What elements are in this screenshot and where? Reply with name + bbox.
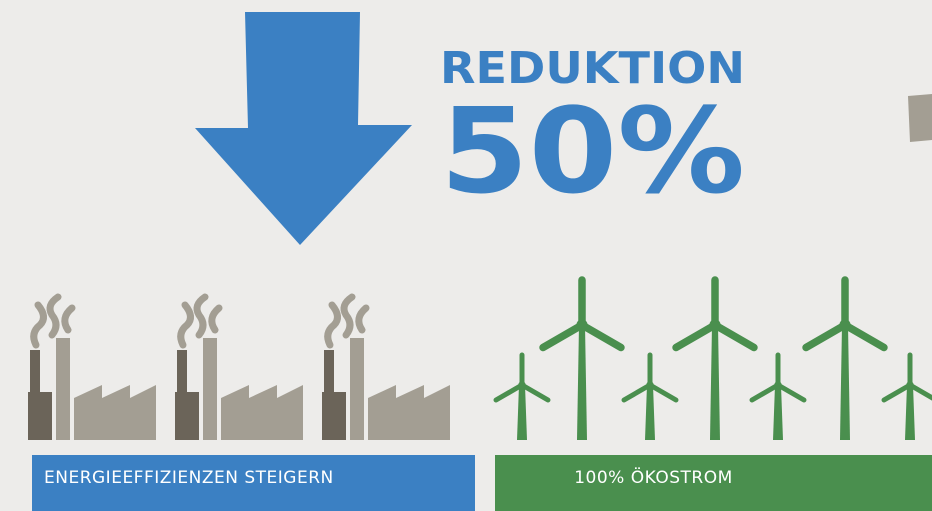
blade	[806, 325, 845, 348]
smoke	[181, 297, 219, 345]
headline-value: 50%	[440, 82, 745, 220]
tower	[517, 385, 527, 440]
blade	[582, 325, 621, 348]
base	[322, 392, 346, 440]
chimney	[177, 350, 187, 395]
factories	[28, 297, 450, 440]
tower	[203, 338, 217, 440]
tower	[773, 385, 783, 440]
smoke	[328, 297, 366, 345]
hub	[906, 381, 914, 389]
blade	[496, 385, 522, 400]
blade	[624, 385, 650, 400]
blade	[522, 385, 548, 400]
hub	[839, 319, 850, 330]
blade	[676, 325, 715, 348]
tower	[56, 338, 70, 440]
blade	[845, 325, 884, 348]
tower	[350, 338, 364, 440]
blade	[715, 325, 754, 348]
smoke	[34, 297, 72, 345]
tower	[577, 325, 587, 440]
hub	[646, 381, 654, 389]
base	[175, 392, 199, 440]
page: REDUKTION 50% ENERGIEEFFIZIENZEN STEIGER…	[0, 0, 932, 511]
base	[28, 392, 52, 440]
arrow-down	[195, 12, 412, 245]
chimney	[324, 350, 334, 395]
building	[74, 385, 156, 440]
blade	[543, 325, 582, 348]
panel-green: 100% ÖKOSTROM	[495, 455, 932, 511]
hub	[709, 319, 720, 330]
building	[221, 385, 303, 440]
wind-turbines	[496, 280, 932, 440]
hub	[774, 381, 782, 389]
blade	[884, 385, 910, 400]
blade	[778, 385, 804, 400]
chimney	[30, 350, 40, 395]
building	[368, 385, 450, 440]
hub	[518, 381, 526, 389]
gray-shape	[908, 94, 932, 142]
hub	[576, 319, 587, 330]
tower	[710, 325, 720, 440]
tower	[905, 385, 915, 440]
tower	[645, 385, 655, 440]
blade	[752, 385, 778, 400]
illustration: REDUKTION 50%	[0, 0, 932, 511]
panel-energy: ENERGIEEFFIZIENZEN STEIGERN	[32, 455, 475, 511]
blade	[650, 385, 676, 400]
tower	[840, 325, 850, 440]
